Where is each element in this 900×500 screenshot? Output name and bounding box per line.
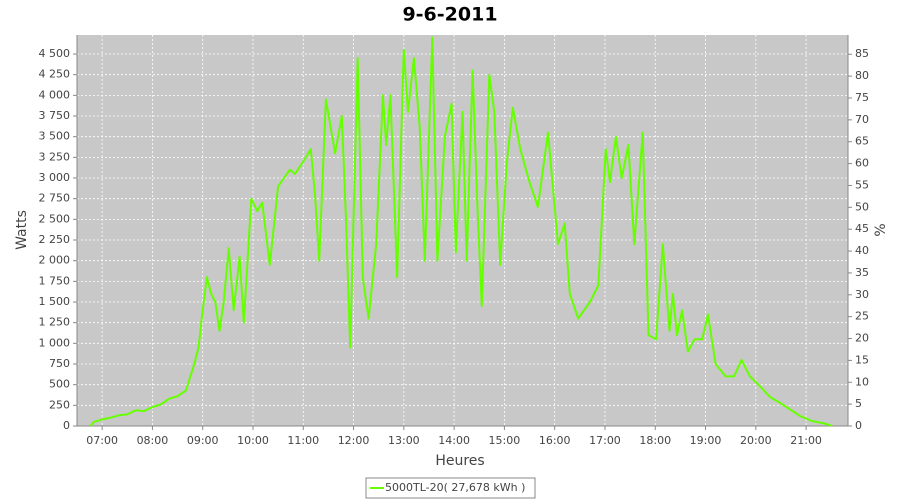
y2-tick-label: 65 — [855, 135, 869, 148]
x-tick-label: 09:00 — [187, 434, 219, 447]
y-tick-label: 2 750 — [39, 192, 71, 205]
y-tick-label: 2 500 — [39, 212, 71, 225]
legend-label: 5000TL-20( 27,678 kWh ) — [385, 481, 525, 494]
x-tick-label: 18:00 — [639, 434, 671, 447]
x-tick-label: 15:00 — [489, 434, 521, 447]
x-tick-label: 10:00 — [237, 434, 269, 447]
y-tick-label: 3 500 — [39, 130, 71, 143]
x-tick-label: 13:00 — [388, 434, 420, 447]
y2-tick-label: 55 — [855, 178, 869, 191]
x-tick-label: 07:00 — [86, 434, 118, 447]
y2-tick-label: 25 — [855, 310, 869, 323]
y2-tick-label: 75 — [855, 91, 869, 104]
y2-tick-label: 50 — [855, 200, 869, 213]
y-tick-label: 250 — [49, 398, 70, 411]
y-tick-label: 2 250 — [39, 233, 71, 246]
y2-tick-label: 40 — [855, 244, 869, 257]
y2-tick-label: 60 — [855, 157, 869, 170]
x-tick-label: 12:00 — [338, 434, 370, 447]
y-tick-label: 1 750 — [39, 274, 71, 287]
y-tick-label: 3 250 — [39, 150, 71, 163]
y2-tick-label: 15 — [855, 353, 869, 366]
y2-tick-label: 45 — [855, 222, 869, 235]
chart-title: 9-6-2011 — [402, 4, 497, 26]
x-tick-label: 16:00 — [539, 434, 571, 447]
y2-tick-label: 70 — [855, 113, 869, 126]
data-line — [89, 36, 833, 426]
y2-tick-label: 10 — [855, 375, 869, 388]
y-tick-label: 1 000 — [39, 336, 71, 349]
x-tick-label: 08:00 — [137, 434, 169, 447]
y-tick-label: 1 500 — [39, 295, 71, 308]
y-tick-label: 750 — [49, 357, 70, 370]
y2-tick-label: 30 — [855, 288, 869, 301]
y-tick-label: 4 000 — [39, 88, 71, 101]
y-tick-label: 500 — [49, 378, 70, 391]
plot-clip — [89, 36, 833, 426]
y-tick-label: 2 000 — [39, 254, 71, 267]
y2-tick-label: 20 — [855, 332, 869, 345]
y-tick-label: 3 000 — [39, 171, 71, 184]
plot-area — [77, 35, 848, 426]
x-tick-label: 11:00 — [287, 434, 319, 447]
y-tick-label: 3 750 — [39, 109, 71, 122]
y2-axis-label: % — [873, 223, 889, 236]
x-axis-label: Heures — [435, 453, 484, 469]
x-tick-label: 19:00 — [690, 434, 722, 447]
y2-tick-label: 80 — [855, 69, 869, 82]
x-tick-label: 14:00 — [438, 434, 470, 447]
y2-tick-label: 85 — [855, 47, 869, 60]
y2-tick-label: 35 — [855, 266, 869, 279]
y-axis-label: Watts — [14, 210, 30, 250]
y-tick-label: 4 500 — [39, 47, 71, 60]
legend-box — [365, 477, 536, 499]
y-tick-label: 0 — [63, 419, 70, 432]
x-tick-label: 17:00 — [589, 434, 621, 447]
y-tick-label: 1 250 — [39, 316, 71, 329]
y2-tick-label: 0 — [855, 419, 862, 432]
y-tick-label: 4 250 — [39, 68, 71, 81]
y2-tick-label: 5 — [855, 397, 862, 410]
x-tick-label: 21:00 — [790, 434, 822, 447]
x-tick-label: 20:00 — [740, 434, 772, 447]
